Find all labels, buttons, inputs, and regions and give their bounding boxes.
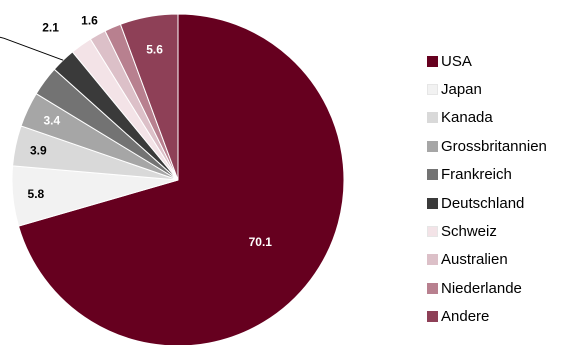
legend-label: Andere: [441, 308, 490, 326]
data-label-japan: 5.8: [28, 187, 45, 201]
legend-item-niederlande: Niederlande: [427, 274, 547, 302]
legend-swatch: [427, 311, 438, 323]
data-label-andere: 5.6: [146, 42, 163, 56]
legend-label: Niederlande: [441, 279, 522, 297]
legend-item-japan: Japan: [427, 75, 547, 103]
chart-legend: USA Japan Kanada Grossbritannien Frankreich D…: [427, 47, 547, 331]
data-label-schweiz: 2.1: [42, 21, 59, 35]
legend-swatch: [427, 254, 438, 266]
legend-label: Australien: [441, 251, 508, 269]
legend-item-andere: Andere: [427, 303, 547, 331]
legend-item-schweiz: Schweiz: [427, 217, 547, 245]
pie-slice-andere: [119, 13, 179, 181]
legend-swatch: [427, 55, 438, 67]
legend-item-deutschland: Deutschland: [427, 189, 547, 217]
pie-slices: [11, 13, 345, 345]
legend-item-australien: Australien: [427, 246, 547, 274]
legend-label: USA: [441, 52, 472, 70]
legend-swatch: [427, 226, 438, 238]
legend-item-kanada: Kanada: [427, 104, 547, 132]
legend-label: Deutschland: [441, 194, 525, 212]
legend-item-grossbritannien: Grossbritannien: [427, 132, 547, 160]
pie-data-labels: 70.15.83.93.42.42.11.65.6: [0, 13, 272, 249]
data-label-usa: 70.1: [249, 235, 273, 249]
legend-swatch: [427, 140, 438, 152]
legend-item-frankreich: Frankreich: [427, 161, 547, 189]
legend-label: Schweiz: [441, 223, 497, 241]
legend-item-usa: USA: [427, 47, 547, 75]
leader-line-deutschland: [0, 36, 64, 61]
data-label-australien: 1.6: [81, 13, 98, 27]
legend-label: Frankreich: [441, 166, 512, 184]
legend-swatch: [427, 112, 438, 124]
legend-label: Japan: [441, 81, 482, 99]
data-label-grossbritannien: 3.4: [43, 114, 60, 128]
legend-swatch: [427, 197, 438, 209]
data-label-kanada: 3.9: [30, 143, 47, 157]
pie-slice-usa: [17, 13, 345, 345]
legend-label: Grossbritannien: [441, 137, 547, 155]
legend-swatch: [427, 282, 438, 294]
legend-swatch: [427, 84, 438, 96]
legend-label: Kanada: [441, 109, 493, 127]
legend-swatch: [427, 169, 438, 181]
